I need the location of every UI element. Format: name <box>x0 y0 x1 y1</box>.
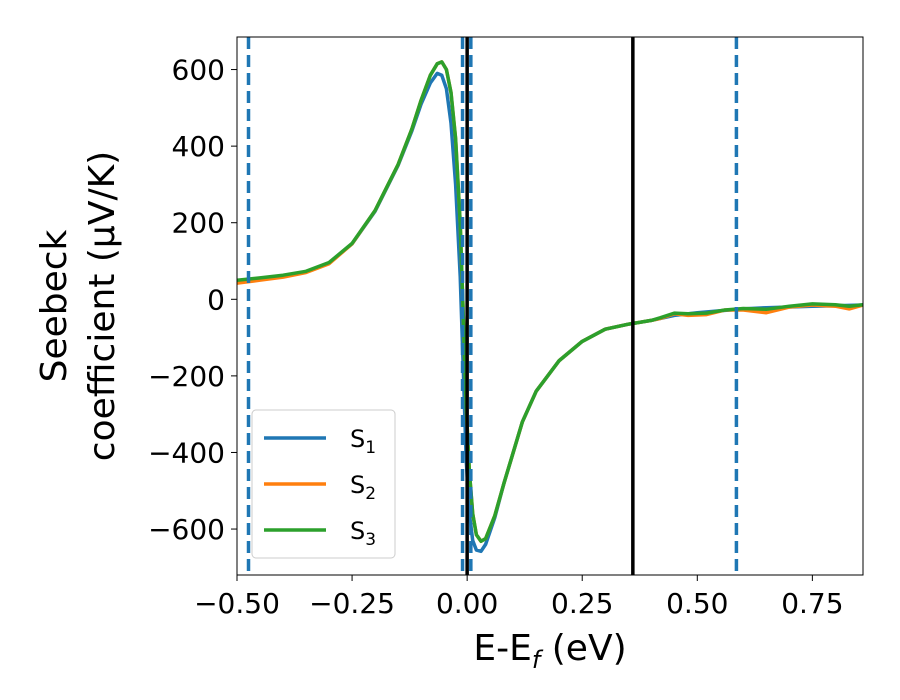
legend-label-2: S2 <box>350 471 376 504</box>
y-tick-label: −600 <box>148 513 225 546</box>
y-axis-label: Seebeck coefficient (μV/K) <box>34 151 123 461</box>
y-tick-label: 200 <box>172 207 225 240</box>
series-line-3 <box>237 60 863 544</box>
y-axis-label-line2: coefficient (μV/K) <box>82 151 123 461</box>
legend: S1 S2 S3 <box>251 409 396 559</box>
plot-area <box>237 60 863 554</box>
y-axis-ticks: 600 400 200 0 −200 −400 −600 <box>148 54 237 546</box>
y-tick-label: −400 <box>148 436 225 469</box>
x-tick-label: 0.00 <box>436 587 498 620</box>
legend-label-3: S3 <box>350 517 376 550</box>
x-axis-ticks: −0.50 −0.25 0.00 0.25 0.50 0.75 <box>194 575 844 620</box>
legend-label-1: S1 <box>350 425 376 458</box>
plot-frame <box>236 36 864 576</box>
vertical-lines <box>246 37 739 575</box>
x-axis-label: E-Ef (eV) <box>473 628 626 674</box>
y-tick-label: 400 <box>172 130 225 163</box>
x-tick-label: 0.75 <box>781 587 843 620</box>
x-tick-label: −0.50 <box>194 587 280 620</box>
x-tick-label: 0.25 <box>551 587 613 620</box>
y-tick-label: 600 <box>172 54 225 87</box>
x-tick-label: −0.25 <box>309 587 395 620</box>
x-tick-label: 0.50 <box>666 587 728 620</box>
y-axis-label-line1: Seebeck <box>34 229 75 382</box>
y-tick-label: −200 <box>148 360 225 393</box>
y-tick-label: 0 <box>207 283 225 316</box>
